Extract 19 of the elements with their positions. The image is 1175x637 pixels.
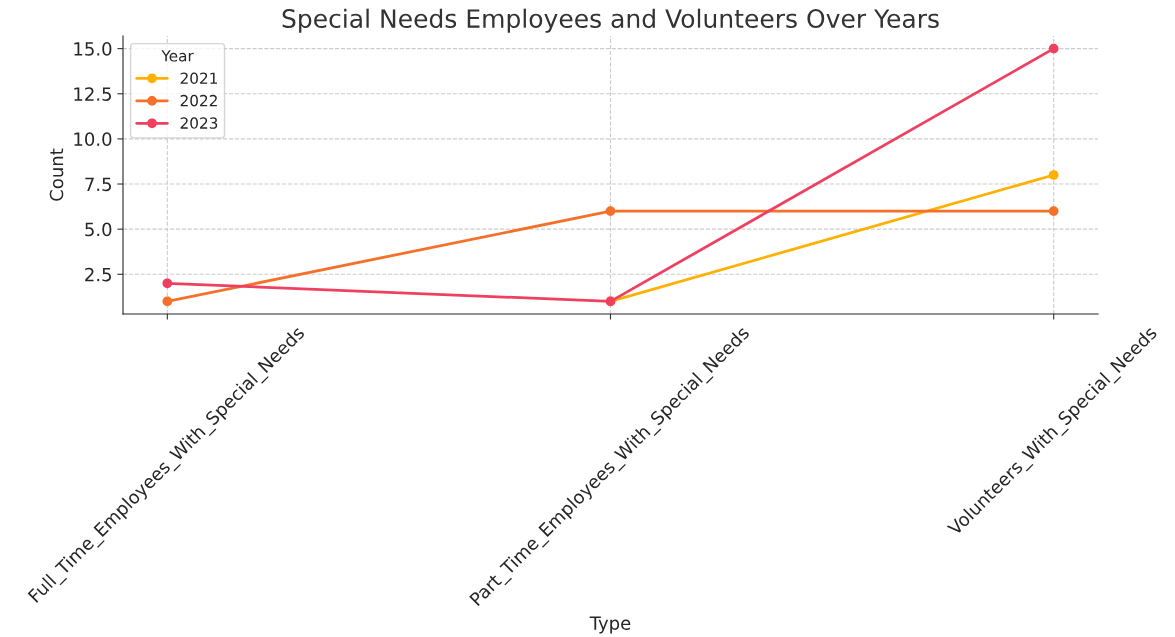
y-tick-label: 10.0: [74, 132, 112, 147]
legend-label: 2022: [180, 94, 217, 107]
x-axis-title: Type: [589, 616, 631, 634]
y-tick-label: 7.5: [85, 177, 112, 192]
point: [1048, 170, 1059, 180]
legend-label: 2021: [180, 72, 217, 84]
point: [605, 206, 616, 216]
chart-title: Special Needs Employees and Volunteers Over Years: [282, 8, 939, 33]
point: [162, 296, 173, 307]
y-axis-title: Count: [49, 148, 64, 201]
y-tick-label: 5.0: [85, 222, 112, 237]
legend-label: 2023: [180, 117, 218, 129]
y-tick-label: 15.0: [74, 42, 112, 56]
legend-title: Year: [161, 50, 194, 62]
y-tick-label: 12.5: [74, 87, 112, 101]
point: [162, 278, 173, 289]
point: [1048, 206, 1059, 216]
y-tick-label: 2.5: [85, 267, 112, 282]
point: [1048, 43, 1059, 54]
